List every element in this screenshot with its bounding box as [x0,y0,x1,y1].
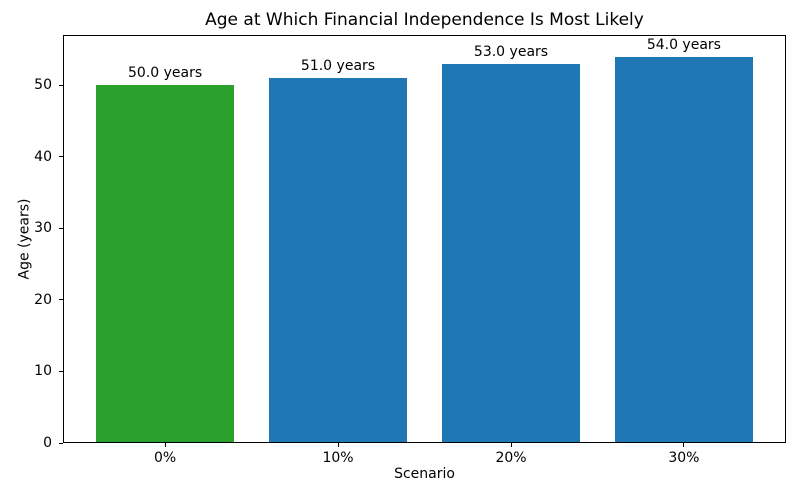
bar-10% [268,77,408,443]
chart-title: Age at Which Financial Independence Is M… [205,10,644,30]
bar-value-label: 50.0 years [128,65,203,82]
y-tick-label: 20 [34,291,52,308]
x-axis-label: Scenario [394,466,455,482]
x-tick-mark [164,443,166,447]
y-tick-label: 40 [34,148,52,165]
x-tick-label: 30% [668,450,700,466]
x-tick-mark [337,443,339,447]
y-tick-mark [59,370,63,372]
x-tick-label: 0% [153,450,177,466]
y-tick-label: 10 [34,363,52,380]
bar-value-label: 51.0 years [300,57,376,74]
y-tick-mark [59,299,63,301]
bar-30% [614,56,754,443]
y-tick-label: 50 [34,77,52,94]
y-axis-label: Age (years) [16,198,33,280]
x-tick-mark [510,443,512,447]
y-tick-mark [59,156,63,158]
y-tick-label: 30 [34,220,52,237]
x-tick-label: 20% [495,450,527,466]
bar-20% [441,63,581,443]
bar-value-label: 53.0 years [473,43,549,60]
x-tick-mark [683,443,685,447]
bar-0% [95,85,235,443]
y-tick-mark [59,442,63,444]
x-tick-label: 10% [322,450,354,466]
y-tick-mark [59,84,63,86]
y-tick-label: 0 [43,435,52,451]
y-tick-mark [59,227,63,229]
bar-value-label: 54.0 years [646,36,721,53]
